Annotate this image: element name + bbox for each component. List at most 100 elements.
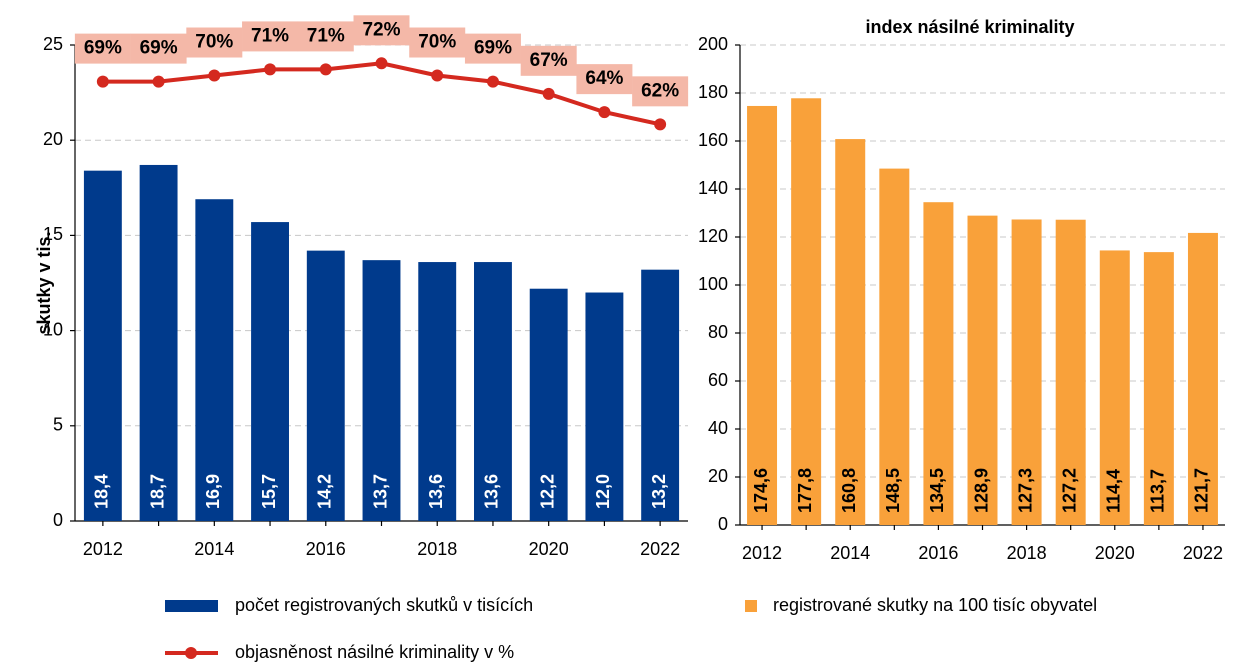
label-box — [297, 21, 354, 52]
data-label: 13,6 — [482, 474, 502, 509]
label-box — [464, 33, 521, 64]
data-label: 71% — [251, 25, 289, 46]
y-tick-label: 25 — [43, 34, 63, 54]
point — [598, 106, 611, 119]
bar — [1055, 219, 1086, 525]
label-box — [520, 45, 577, 76]
label-box — [576, 64, 633, 95]
y-tick-label: 60 — [708, 370, 728, 390]
bar — [791, 98, 822, 525]
data-label: 14,2 — [315, 474, 335, 509]
label-box — [632, 76, 689, 107]
data-label: 128,9 — [971, 468, 991, 513]
data-label: 127,2 — [1059, 468, 1079, 513]
data-label: 18,4 — [92, 474, 112, 509]
y-tick-label: 140 — [698, 178, 728, 198]
y-axis-label: skutky v tis. — [34, 231, 54, 334]
legend-label: registrované skutky na 100 tisíc obyvate… — [773, 595, 1097, 615]
y-tick-label: 120 — [698, 226, 728, 246]
x-tick-label: 2022 — [1183, 543, 1223, 563]
data-label: 160,8 — [839, 468, 859, 513]
bar — [923, 202, 954, 525]
y-tick-label: 10 — [43, 319, 63, 339]
data-label: 13,2 — [649, 474, 669, 509]
bar — [139, 164, 178, 521]
label-box — [74, 33, 131, 64]
data-label: 67% — [530, 50, 568, 71]
y-tick-label: 100 — [698, 274, 728, 294]
bar — [474, 262, 512, 521]
bar — [251, 222, 289, 521]
bar — [835, 139, 866, 525]
x-tick-label: 2022 — [640, 539, 680, 559]
y-tick-label: 160 — [698, 130, 728, 150]
data-label: 174,6 — [751, 468, 771, 513]
y-tick-label: 15 — [43, 224, 63, 244]
x-tick-label: 2016 — [918, 543, 958, 563]
y-tick-label: 0 — [53, 510, 63, 530]
point — [319, 63, 332, 76]
x-tick-label: 2014 — [194, 539, 234, 559]
y-tick-label: 80 — [708, 322, 728, 342]
data-label: 121,7 — [1192, 468, 1212, 513]
data-label: 12,2 — [537, 474, 557, 509]
point — [96, 75, 109, 88]
data-label: 62% — [641, 80, 679, 101]
label-box — [130, 33, 187, 64]
bar — [585, 292, 624, 521]
data-label: 69% — [474, 38, 512, 59]
legend-swatch — [185, 647, 197, 659]
point — [486, 75, 499, 88]
point — [654, 118, 667, 131]
x-tick-label: 2012 — [83, 539, 123, 559]
bar — [529, 288, 568, 521]
legend-swatch — [165, 600, 218, 612]
x-tick-label: 2014 — [830, 543, 870, 563]
y-tick-label: 200 — [698, 34, 728, 54]
data-label: 70% — [418, 32, 456, 53]
bar — [195, 199, 234, 521]
data-label: 127,3 — [1015, 468, 1035, 513]
bar — [1143, 252, 1174, 525]
label-box — [353, 15, 410, 46]
legend-label: objasněnost násilné kriminality v % — [235, 642, 514, 662]
data-label: 177,8 — [795, 468, 815, 513]
point — [208, 69, 221, 82]
data-label: 70% — [195, 32, 233, 53]
bar — [967, 215, 998, 525]
point — [152, 75, 165, 88]
x-tick-label: 2020 — [1095, 543, 1135, 563]
point — [431, 69, 444, 82]
bar — [747, 105, 778, 526]
data-label: 134,5 — [927, 468, 947, 513]
y-tick-label: 40 — [708, 418, 728, 438]
x-tick-label: 2012 — [742, 543, 782, 563]
data-label: 13,7 — [370, 474, 390, 509]
data-label: 148,5 — [883, 468, 903, 513]
data-label: 113,7 — [1148, 469, 1168, 513]
data-label: 69% — [140, 38, 178, 59]
chart-title: index násilné kriminality — [865, 17, 1074, 37]
data-label: 114,4 — [1104, 469, 1124, 513]
y-tick-label: 180 — [698, 82, 728, 102]
data-label: 16,9 — [203, 474, 223, 509]
label-box — [409, 27, 466, 58]
point — [264, 63, 277, 76]
label-box — [186, 27, 243, 58]
data-label: 13,6 — [426, 474, 446, 509]
data-label: 72% — [362, 19, 400, 40]
bar — [83, 170, 122, 521]
data-label: 15,7 — [259, 474, 279, 509]
y-tick-label: 0 — [718, 514, 728, 534]
y-tick-label: 5 — [53, 415, 63, 435]
x-tick-label: 2018 — [1007, 543, 1047, 563]
legend-label: počet registrovaných skutků v tisících — [235, 595, 533, 615]
bar — [306, 250, 345, 521]
data-label: 12,0 — [593, 474, 613, 509]
data-label: 71% — [307, 25, 345, 46]
x-tick-label: 2018 — [417, 539, 457, 559]
point — [375, 57, 388, 70]
data-label: 69% — [84, 38, 122, 59]
bar — [1099, 250, 1130, 525]
